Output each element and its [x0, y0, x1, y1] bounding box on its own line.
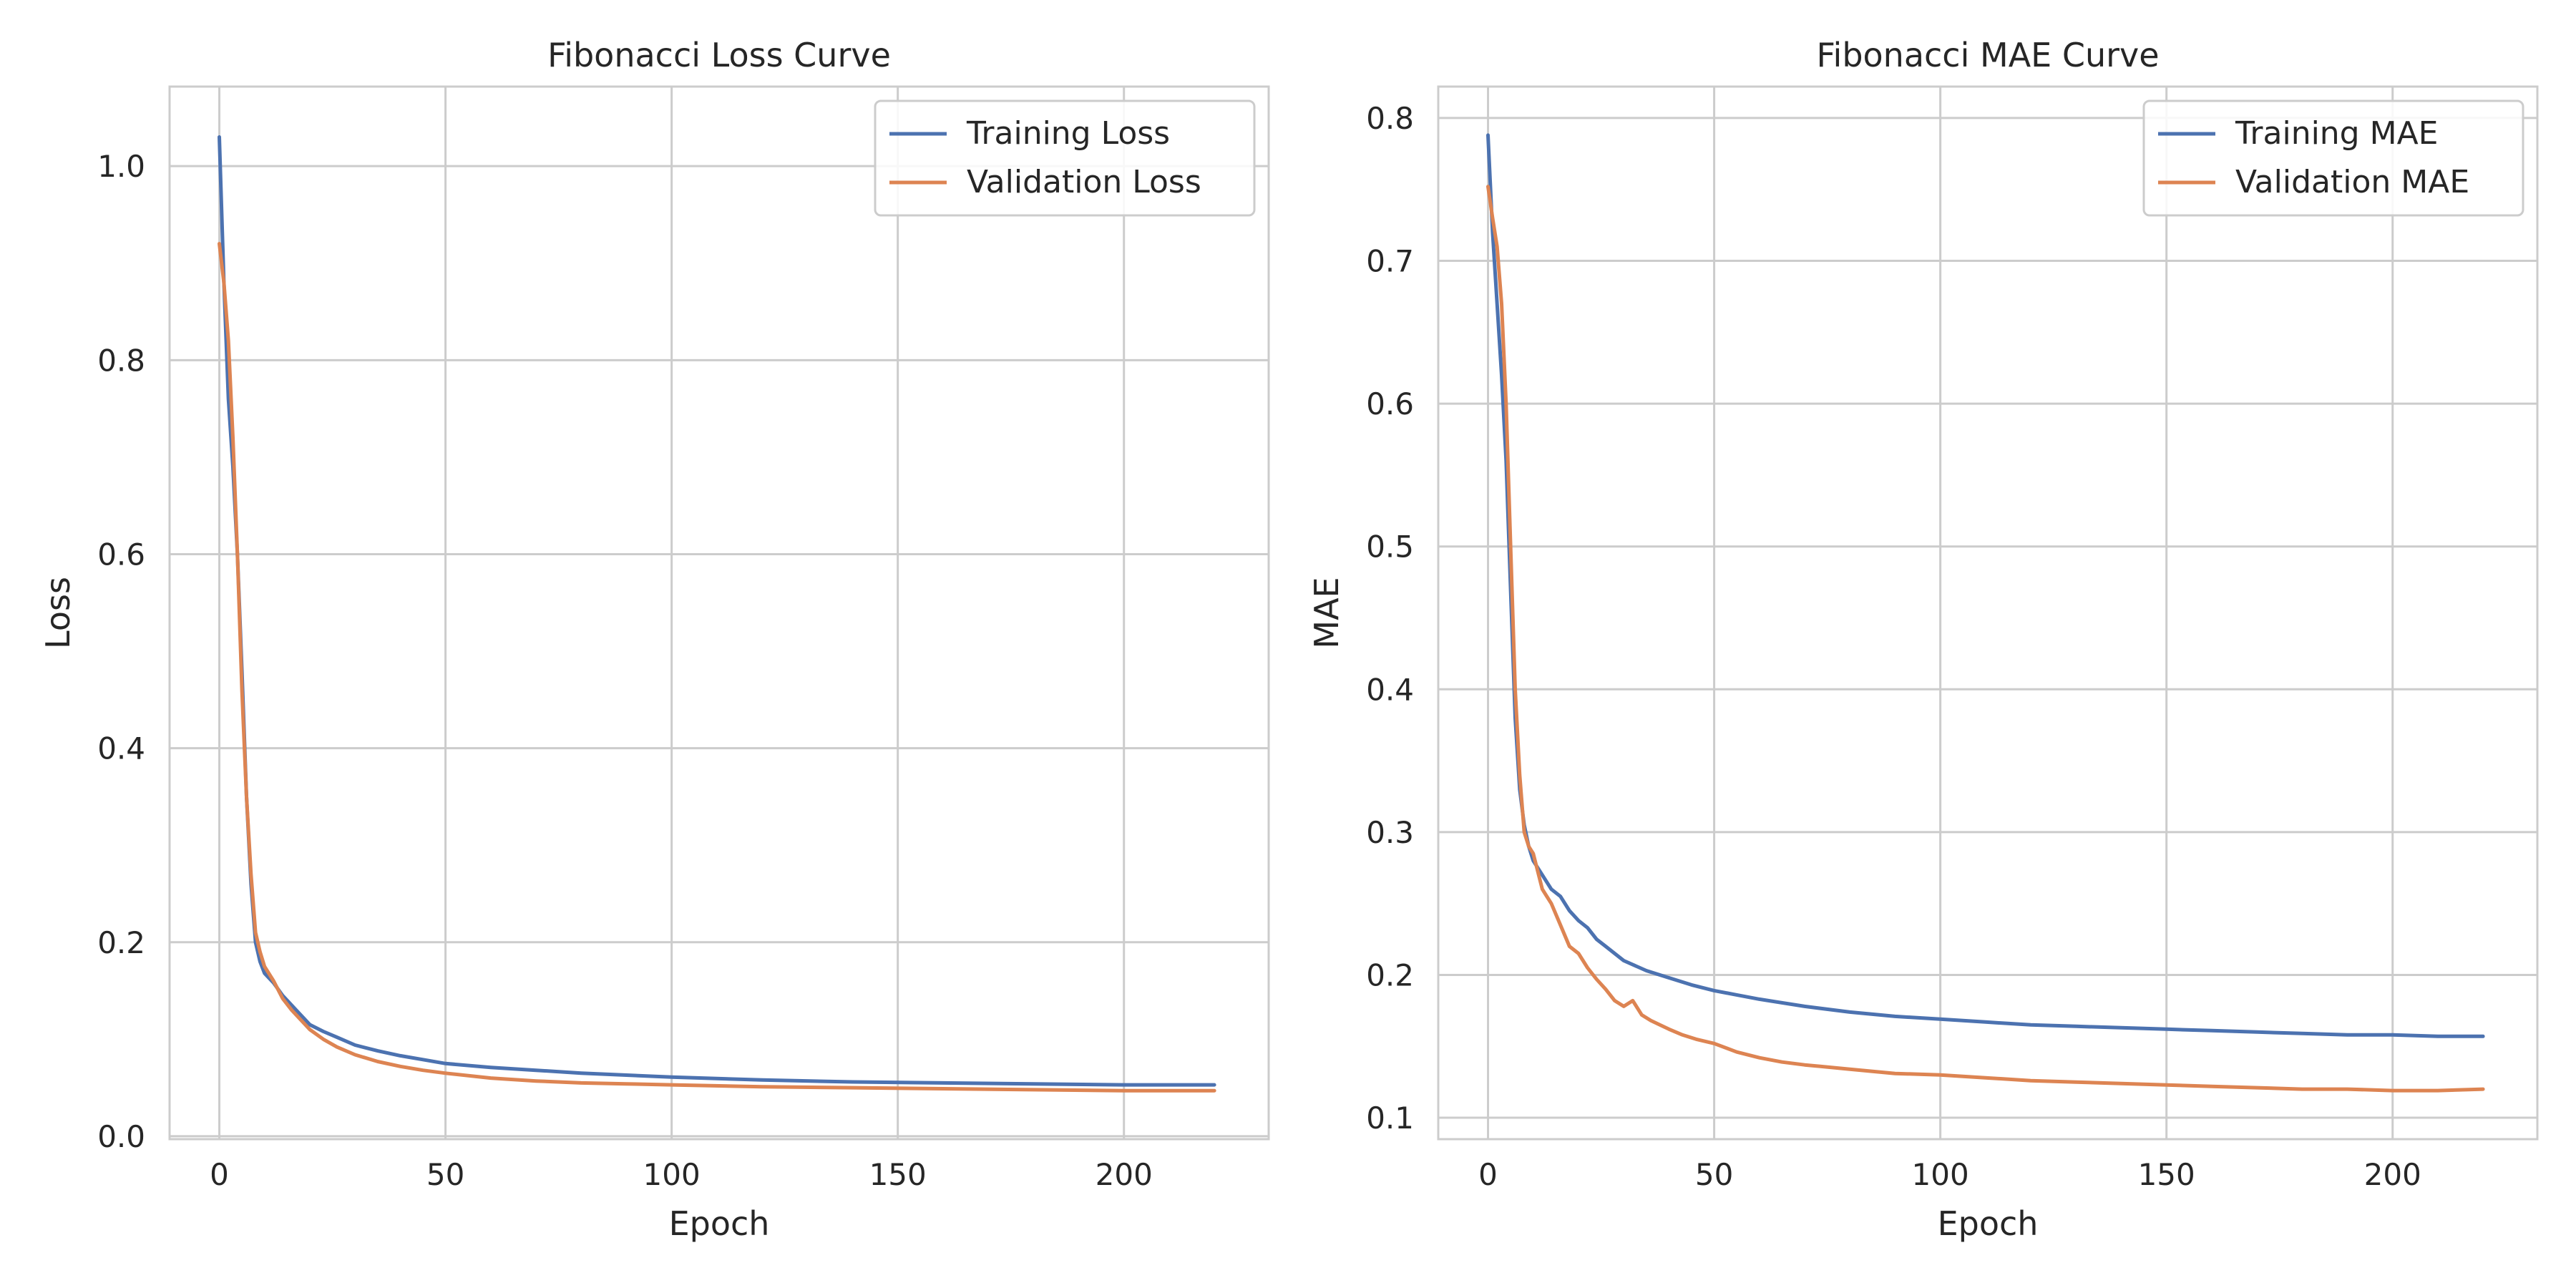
loss-x-ticks: 0 50 100 150 200 — [210, 1157, 1153, 1192]
mae-x-ticks: 0 50 100 150 200 — [1478, 1157, 2421, 1192]
loss-legend-label: Training Loss — [966, 115, 1170, 152]
mae-chart-panel: 0 50 100 150 200 0.1 0.2 0.3 0.4 0.5 0.6 0.7 0.8 Fi… — [1307, 36, 2539, 1243]
mae-y-axis-label: MAE — [1307, 577, 1346, 648]
mae-y-tick-label: 0.5 — [1366, 530, 1414, 565]
loss-x-axis-label: Epoch — [669, 1204, 770, 1243]
loss-y-tick-label: 1.0 — [97, 149, 145, 184]
mae-series-line-1 — [1486, 185, 2485, 1093]
mae-x-tick-label: 0 — [1478, 1157, 1498, 1192]
mae-legend-box — [2142, 99, 2524, 217]
loss-y-axis-label: Loss — [39, 577, 77, 649]
loss-y-tick-label: 0.2 — [97, 925, 145, 960]
loss-y-tick-label: 0.4 — [97, 731, 145, 766]
mae-legend-label: Validation MAE — [2235, 164, 2469, 200]
loss-x-tick-label: 0 — [210, 1157, 229, 1192]
mae-y-tick-label: 0.3 — [1366, 815, 1414, 850]
loss-y-tick-label: 0.6 — [97, 537, 145, 572]
mae-lines — [1486, 133, 2485, 1093]
loss-x-tick-label: 150 — [869, 1157, 927, 1192]
loss-lines — [218, 135, 1216, 1093]
loss-x-tick-label: 200 — [1096, 1157, 1153, 1192]
mae-y-ticks: 0.1 0.2 0.3 0.4 0.5 0.6 0.7 0.8 — [1366, 101, 1414, 1136]
mae-x-tick-label: 200 — [2364, 1157, 2421, 1192]
loss-y-tick-label: 0.8 — [97, 343, 145, 378]
mae-x-tick-label: 150 — [2138, 1157, 2195, 1192]
loss-legend: Training Loss Validation Loss — [874, 99, 1256, 217]
loss-legend-box — [874, 99, 1256, 217]
mae-legend: Training MAE Validation MAE — [2142, 99, 2524, 217]
loss-x-tick-label: 100 — [643, 1157, 701, 1192]
loss-y-ticks: 0.0 0.2 0.4 0.6 0.8 1.0 — [97, 149, 145, 1154]
mae-y-tick-label: 0.7 — [1366, 244, 1414, 279]
mae-y-tick-label: 0.8 — [1366, 101, 1414, 136]
mae-y-tick-label: 0.1 — [1366, 1101, 1414, 1136]
mae-y-tick-label: 0.6 — [1366, 386, 1414, 421]
mae-x-tick-label: 50 — [1695, 1157, 1733, 1192]
mae-x-tick-label: 100 — [1912, 1157, 1969, 1192]
loss-legend-label: Validation Loss — [967, 164, 1201, 200]
mae-plot-frame — [1437, 85, 2539, 1141]
loss-plot-frame — [168, 85, 1270, 1141]
mae-chart-title: Fibonacci MAE Curve — [1816, 36, 2159, 74]
loss-x-tick-label: 50 — [426, 1157, 464, 1192]
mae-x-axis-label: Epoch — [1938, 1204, 2039, 1243]
mae-y-tick-label: 0.2 — [1366, 957, 1414, 992]
loss-chart-panel: 0 50 100 150 200 0.0 0.2 0.4 0.6 0.8 1.0 Fibonacc… — [39, 36, 1270, 1243]
mae-y-tick-label: 0.4 — [1366, 672, 1414, 707]
loss-chart-title: Fibonacci Loss Curve — [547, 36, 891, 74]
loss-series-line-1 — [218, 242, 1216, 1093]
loss-y-tick-label: 0.0 — [97, 1119, 145, 1154]
mae-legend-label: Training MAE — [2235, 115, 2438, 152]
